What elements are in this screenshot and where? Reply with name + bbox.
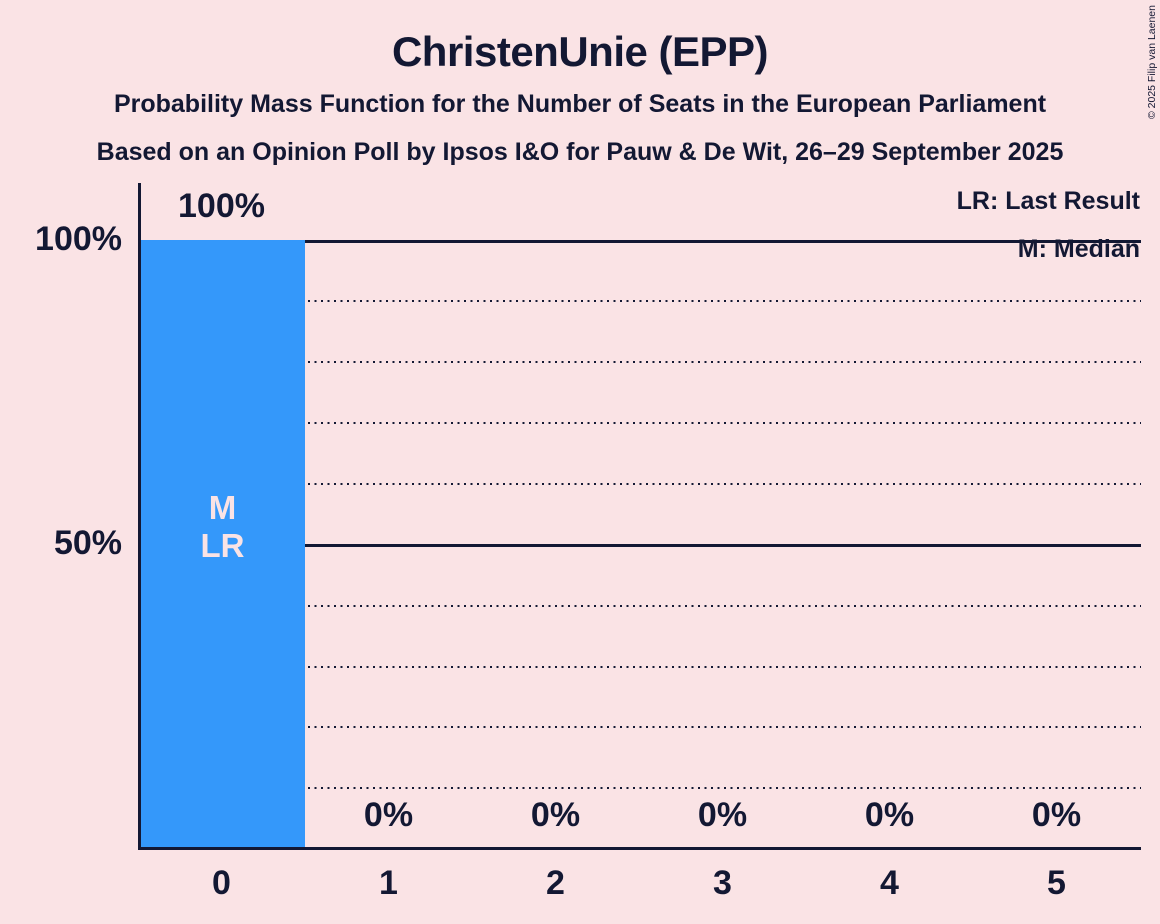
value-label-seats-2: 0% xyxy=(530,796,581,834)
x-tick-3: 3 xyxy=(713,864,732,902)
x-tick-5: 5 xyxy=(1047,864,1066,902)
bar-annotation-median-lastresult: M LR xyxy=(140,489,305,565)
gridline-10 xyxy=(139,787,1141,789)
gridline-80 xyxy=(139,361,1141,363)
value-label-seats-4: 0% xyxy=(864,796,915,834)
value-label-seats-0: 100% xyxy=(178,187,265,225)
copyright-notice: © 2025 Filip van Laenen xyxy=(1146,5,1158,119)
last-result-marker: LR xyxy=(200,527,245,564)
median-marker: M xyxy=(208,489,237,526)
gridline-40 xyxy=(139,605,1141,607)
value-label-seats-3: 0% xyxy=(697,796,748,834)
gridline-60 xyxy=(139,483,1141,485)
y-axis-line xyxy=(138,183,141,849)
chart-title: ChristenUnie (EPP) xyxy=(391,28,769,75)
gridline-30 xyxy=(139,666,1141,668)
y-tick-50: 50% xyxy=(53,524,122,562)
x-axis-line xyxy=(138,847,1141,850)
gridline-90 xyxy=(139,300,1141,302)
value-label-seats-5: 0% xyxy=(1031,796,1082,834)
x-tick-2: 2 xyxy=(546,864,565,902)
legend-median: M: Median xyxy=(1017,235,1140,263)
legend-last-result: LR: Last Result xyxy=(956,187,1140,215)
y-tick-100: 100% xyxy=(35,220,122,258)
x-tick-1: 1 xyxy=(379,864,398,902)
gridline-50 xyxy=(139,544,1141,547)
gridline-100 xyxy=(139,240,1141,243)
chart-source-line: Based on an Opinion Poll by Ipsos I&O fo… xyxy=(96,138,1064,166)
bar-seats-0 xyxy=(140,240,305,848)
value-label-seats-1: 0% xyxy=(363,796,414,834)
gridline-20 xyxy=(139,726,1141,728)
x-tick-4: 4 xyxy=(880,864,899,902)
gridline-70 xyxy=(139,422,1141,424)
chart-subtitle: Probability Mass Function for the Number… xyxy=(113,90,1047,118)
x-tick-0: 0 xyxy=(212,864,231,902)
